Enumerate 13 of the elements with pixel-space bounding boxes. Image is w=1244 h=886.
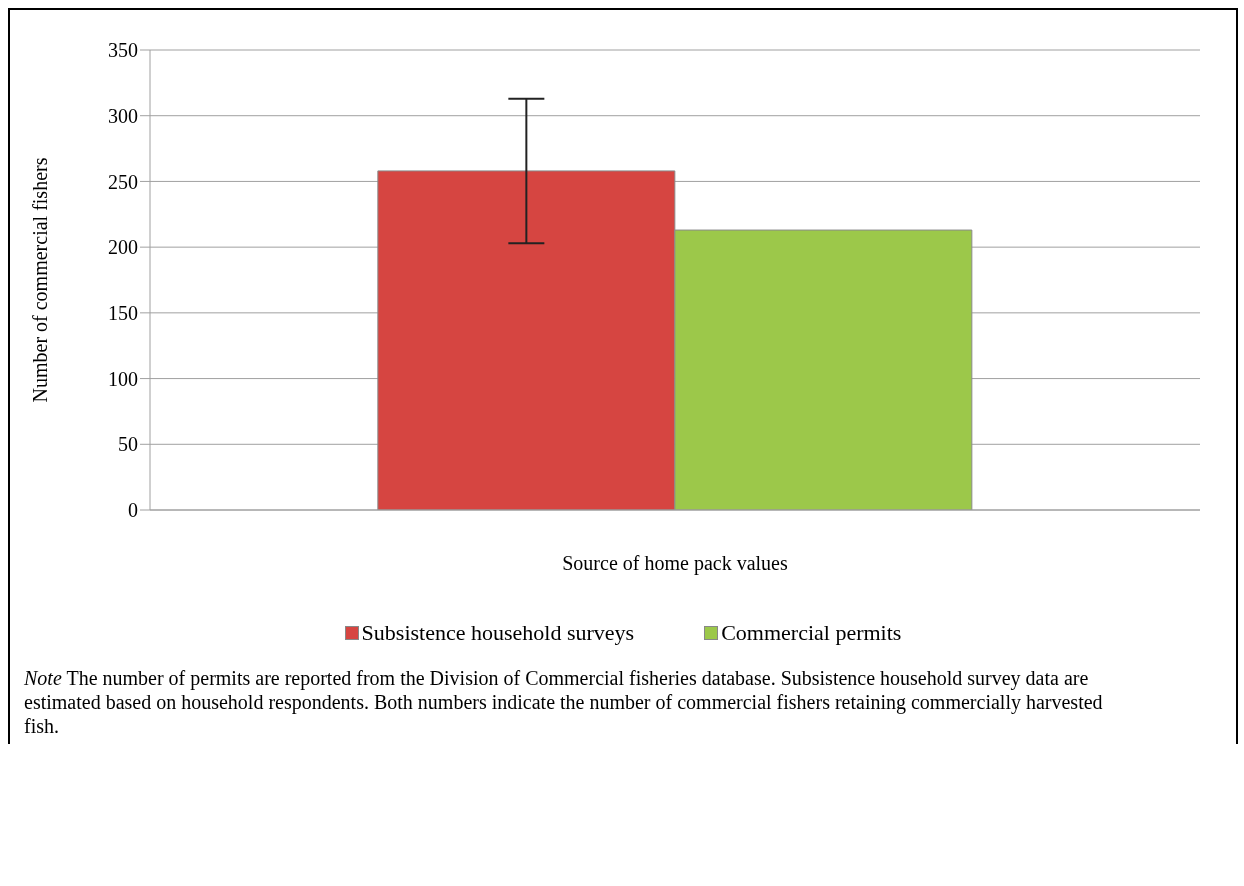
y-tick-label: 50 <box>118 433 138 456</box>
x-axis-title: Source of home pack values <box>562 552 788 575</box>
text: Note The number of permits are reported from the Division of Commercial fisheries database. Subsistence household survey data are estimated based on household respondents. Both numbers indicate the number of commercial fishers retaining commercially harvested fish. <box>23 666 1104 738</box>
y-tick-label: 0 <box>128 499 138 522</box>
y-tick-label: 200 <box>108 236 138 259</box>
y-tick-label: 300 <box>108 104 138 127</box>
y-tick-label: 250 <box>108 170 138 193</box>
legend-label: Commercial permits <box>721 620 902 646</box>
y-axis-title: Number of commercial fishers <box>29 157 52 403</box>
legend-label: Subsistence household surveys <box>361 620 635 646</box>
y-tick-label: 350 <box>108 39 138 62</box>
y-tick-label: 150 <box>108 301 138 324</box>
y-tick-label: 100 <box>108 367 138 390</box>
